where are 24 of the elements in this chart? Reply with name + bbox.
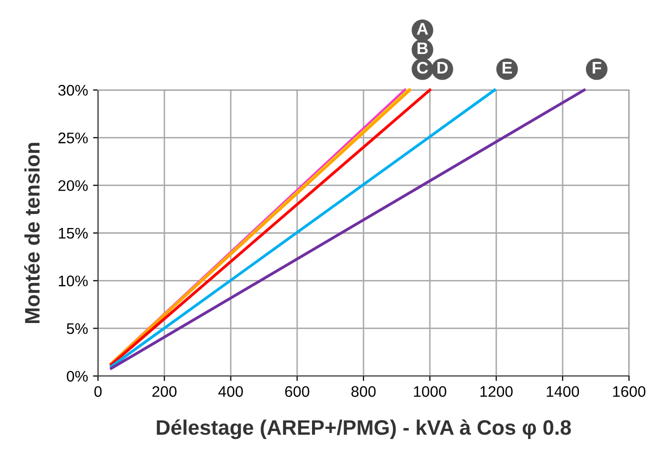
x-tick-label: 1000 [414,386,446,397]
y-tick-label: 15% [58,228,88,239]
y-tick-label: 5% [66,323,88,334]
x-tick-label: 0 [94,386,102,397]
y-axis-title: Montée de tension [24,142,40,324]
x-tick-label: 1600 [613,386,646,397]
x-tick-label: 600 [285,386,310,397]
annotation: E [502,62,512,74]
annotation: C [417,62,428,74]
y-tick-label: 0% [66,370,88,382]
y-tick-label: 20% [58,180,88,192]
annotation: D [437,62,448,74]
x-axis-title: Délestage (AREP+/PMG) - kVA à Cos φ 0.8 [156,419,571,440]
text: B [418,42,428,54]
y-tick-label: 10% [58,276,88,286]
x-tick-label: 1200 [480,386,513,397]
annotation: F [592,62,602,74]
y-tick-label: 25% [58,132,88,144]
x-tick-label: 800 [351,386,376,397]
x-tick-label: 400 [218,386,243,397]
x-tick-label: 1400 [546,386,580,397]
x-tick-label: 200 [152,386,177,397]
y-tick-label: 30% [58,84,88,96]
text: A [416,23,428,35]
